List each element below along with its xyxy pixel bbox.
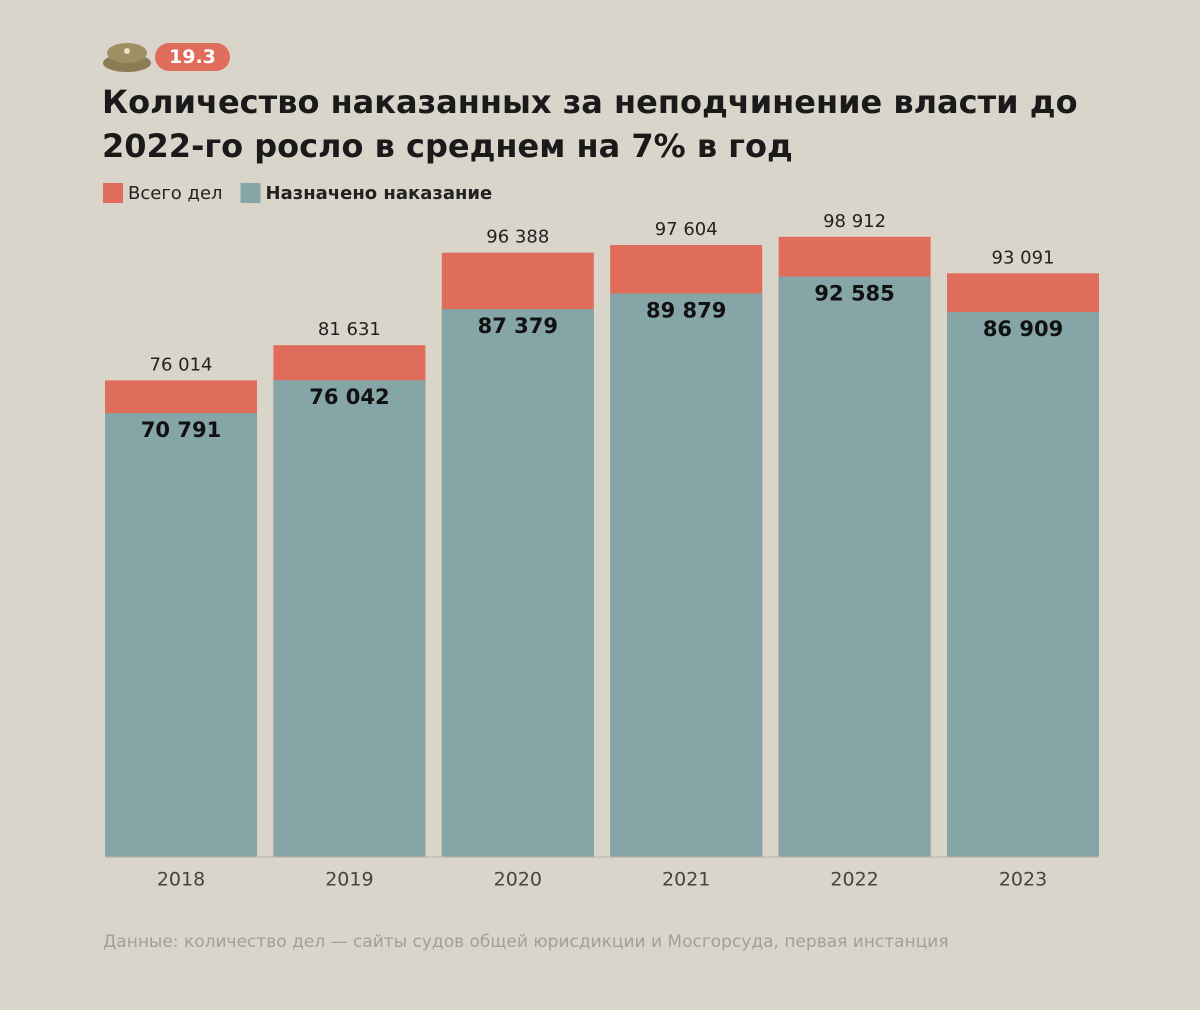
- bar: [441, 309, 594, 857]
- hat-icon: [103, 43, 151, 72]
- value-label: 86 909: [983, 317, 1063, 341]
- value-label: 89 879: [646, 298, 726, 322]
- value-label: 70 791: [141, 418, 221, 442]
- value-label: 76 042: [309, 385, 389, 409]
- value-label: 92 585: [814, 281, 894, 305]
- legend-swatch: [240, 183, 261, 203]
- total-label: 98 912: [823, 211, 886, 232]
- value-label: 87 379: [478, 314, 558, 338]
- legend-swatch: [103, 183, 123, 203]
- bar: [610, 293, 763, 857]
- x-tick-label: 2023: [999, 869, 1047, 891]
- x-tick-label: 2019: [325, 869, 373, 891]
- total-label: 96 388: [486, 227, 549, 248]
- x-tick-label: 2021: [662, 869, 710, 891]
- bar: [778, 276, 931, 857]
- legend-label: Всего дел: [128, 183, 223, 204]
- total-label: 76 014: [150, 354, 213, 375]
- bar: [273, 380, 426, 857]
- total-label: 81 631: [318, 319, 381, 340]
- total-label: 93 091: [992, 247, 1055, 268]
- total-label: 97 604: [655, 219, 718, 240]
- x-tick-label: 2020: [494, 869, 542, 891]
- legend-label: Назначено наказание: [266, 183, 493, 204]
- x-tick-label: 2018: [157, 869, 205, 891]
- x-tick-label: 2022: [830, 869, 878, 891]
- source-note: Данные: количество дел — сайты судов общ…: [103, 932, 949, 952]
- bar: [947, 312, 1099, 857]
- bar: [105, 413, 257, 857]
- chart-title: Количество наказанных за неподчинение вл…: [102, 83, 1078, 165]
- badge: 19.3: [155, 43, 230, 71]
